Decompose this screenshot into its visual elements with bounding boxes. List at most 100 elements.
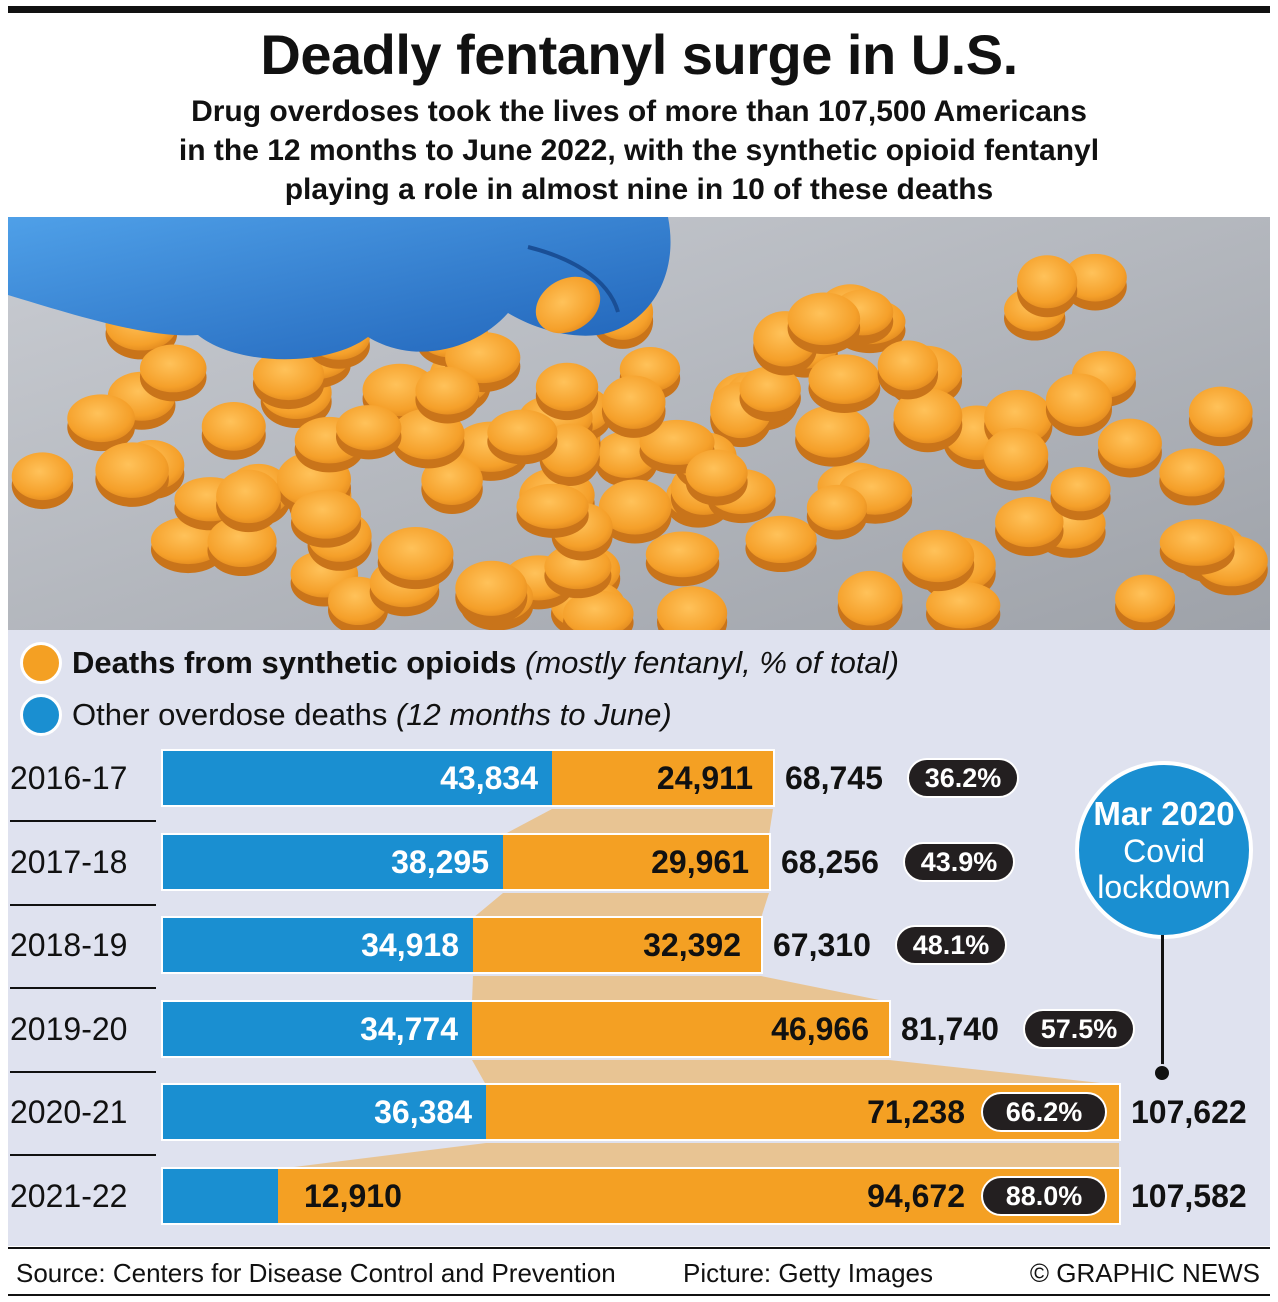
bar-other-deaths xyxy=(163,918,473,972)
bar-row xyxy=(161,1000,891,1058)
pill-face xyxy=(657,586,728,630)
subtitle: Drug overdoses took the lives of more th… xyxy=(60,92,1218,209)
bar-synthetic-deaths xyxy=(552,751,773,805)
share-badge: 57.5% xyxy=(1023,1009,1135,1049)
bar-synthetic-deaths xyxy=(472,1002,889,1056)
pill-icon xyxy=(455,560,528,625)
pill-face xyxy=(139,344,207,393)
graphic-news-credit: © GRAPHIC NEWS xyxy=(1029,1258,1260,1288)
pill-icon xyxy=(795,405,870,467)
pill-face xyxy=(487,409,558,456)
other-deaths-label: 12,910 xyxy=(304,1178,402,1214)
pill-face xyxy=(1097,418,1162,469)
pill-face xyxy=(598,479,672,535)
page-title: Deadly fentanyl surge in U.S. xyxy=(260,23,1018,86)
pill-face xyxy=(516,483,589,529)
share-badge: 88.0% xyxy=(981,1176,1107,1216)
funnel-connector xyxy=(472,976,889,1002)
year-divider xyxy=(10,1071,156,1073)
pill-icon xyxy=(216,469,281,533)
pill-icon xyxy=(377,527,454,590)
pill-icon xyxy=(877,340,939,400)
legend-label-synthetic: Deaths from synthetic opioids (mostly fe… xyxy=(72,645,899,681)
bar-other-deaths xyxy=(163,835,503,889)
year-divider xyxy=(10,820,156,822)
pill-face xyxy=(995,496,1064,548)
share-badge: 43.9% xyxy=(903,842,1015,882)
pill-icon xyxy=(983,427,1049,491)
pill-icon xyxy=(252,349,325,410)
funnel-connector xyxy=(503,809,773,835)
covid-line-2: lockdown xyxy=(1097,869,1231,905)
year-label: 2016-17 xyxy=(10,760,128,796)
pill-face xyxy=(837,570,903,626)
footer-rule xyxy=(8,1247,1270,1249)
pill-icon xyxy=(902,529,975,592)
top-rule xyxy=(8,6,1270,13)
funnel-connector xyxy=(473,893,769,918)
synthetic-deaths-label: 71,238 xyxy=(867,1094,965,1130)
legend-other-italic: (12 months to June) xyxy=(395,697,672,732)
pill-icon xyxy=(787,292,861,355)
pill-face xyxy=(745,515,817,564)
pill-icon xyxy=(598,479,672,544)
pill-icon xyxy=(739,366,801,422)
share-badge: 48.1% xyxy=(895,925,1007,965)
other-deaths-label: 38,295 xyxy=(391,844,489,880)
pill-face xyxy=(335,405,402,451)
pill-face xyxy=(787,292,861,346)
other-deaths-label: 34,918 xyxy=(361,927,459,963)
bar-row xyxy=(161,1083,1121,1141)
share-badge: 66.2% xyxy=(981,1092,1107,1132)
pill-icon xyxy=(926,581,1001,630)
picture-credit: Picture: Getty Images xyxy=(683,1258,933,1288)
year-label: 2020-21 xyxy=(10,1094,128,1130)
covid-date: Mar 2020 xyxy=(1093,795,1235,832)
pill-icon xyxy=(657,586,728,630)
year-label: 2021-22 xyxy=(10,1178,128,1214)
legend-item-synthetic: Deaths from synthetic opioids (mostly fe… xyxy=(20,641,899,685)
covid-callout-stem xyxy=(1161,935,1164,1070)
pill-face xyxy=(902,529,975,583)
pill-face xyxy=(455,560,528,616)
year-label: 2018-19 xyxy=(10,927,128,963)
pill-icon xyxy=(601,375,666,438)
share-badge: 36.2% xyxy=(907,758,1019,798)
covid-line-1: Covid xyxy=(1123,833,1205,869)
legend-label-other: Other overdose deaths (12 months to June… xyxy=(72,697,672,733)
year-divider xyxy=(10,904,156,906)
funnel-connector xyxy=(472,1060,1119,1085)
pill-icon xyxy=(95,442,169,507)
pill-icon xyxy=(1188,386,1253,447)
pill-face xyxy=(290,489,362,539)
subtitle-line-2: in the 12 months to June 2022, with the … xyxy=(178,134,1100,167)
pill-face xyxy=(893,388,963,444)
pill-face xyxy=(421,455,483,505)
pill-face xyxy=(1115,574,1176,623)
year-label: 2017-18 xyxy=(10,844,128,880)
legend-swatch-other xyxy=(20,694,62,736)
pill-face xyxy=(877,340,939,391)
pill-icon xyxy=(1050,467,1111,521)
pill-icon xyxy=(893,388,963,453)
synthetic-deaths-label: 46,966 xyxy=(771,1011,869,1047)
pill-icon xyxy=(685,449,748,506)
subtitle-line-3: playing a role in almost nine in 10 of t… xyxy=(284,173,994,206)
pill-icon xyxy=(1045,373,1113,436)
synthetic-deaths-label: 94,672 xyxy=(867,1178,965,1214)
pill-icon xyxy=(487,409,558,465)
total-deaths-label: 68,745 xyxy=(785,760,883,796)
pill-icon xyxy=(1017,255,1078,318)
pill-face xyxy=(1045,373,1113,427)
pill-face xyxy=(1050,467,1111,512)
pill-icon xyxy=(1097,418,1162,478)
pill-icon xyxy=(201,401,266,460)
pill-face xyxy=(926,581,1001,629)
pill-icon xyxy=(290,489,362,548)
bar-other-deaths xyxy=(163,1085,486,1139)
year-divider xyxy=(10,987,156,989)
pill-face xyxy=(415,366,480,415)
legend-other-plain: Other overdose deaths xyxy=(72,697,388,732)
pill-face xyxy=(377,527,454,581)
